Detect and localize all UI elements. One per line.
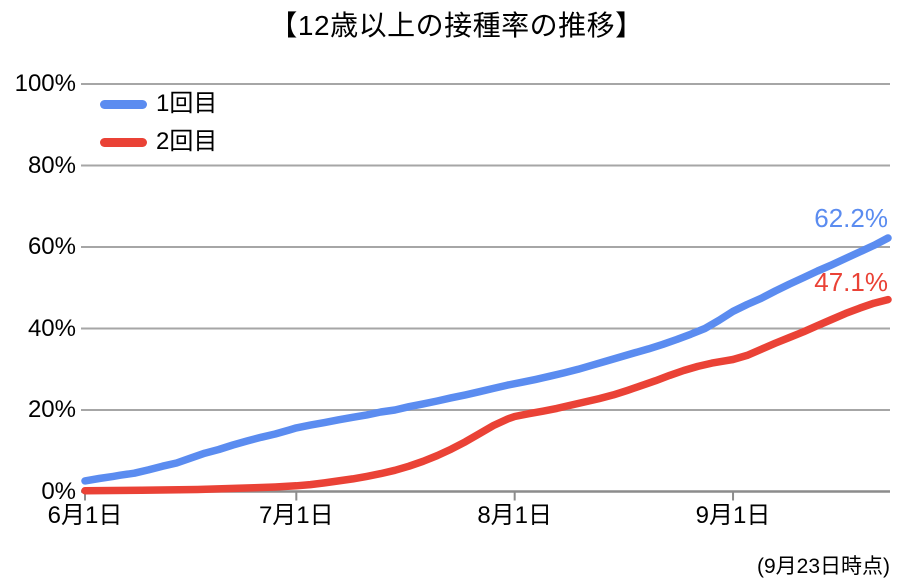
chart-title: 【12歳以上の接種率の推移】 (269, 10, 644, 41)
y-tick-label: 100% (14, 70, 76, 97)
end-label-first-dose: 62.2% (814, 203, 888, 233)
first-dose-line (81, 234, 892, 485)
y-tick-label: 0% (41, 477, 76, 505)
y-tick-label: 40% (27, 314, 76, 342)
second-dose-line-swatch (100, 137, 147, 147)
legend-label-first-dose: 1回目 (156, 90, 218, 117)
y-tick-label: 80% (27, 151, 76, 179)
as-of-date-note: (9月23日時点) (756, 555, 890, 578)
legend: 1回目 2回目 (100, 91, 217, 167)
x-tick-label: 6月1日 (47, 502, 123, 529)
legend-item-second-dose: 2回目 (100, 129, 217, 155)
x-tick-label: 9月1日 (695, 502, 771, 529)
x-tick-label: 7月1日 (258, 502, 334, 529)
first-dose-line-swatch (100, 99, 147, 109)
x-tick-label: 8月1日 (477, 502, 553, 529)
y-tick-label: 60% (27, 233, 76, 260)
legend-item-first-dose: 1回目 (100, 91, 217, 117)
second-dose-line (81, 295, 892, 495)
legend-label-second-dose: 2回目 (156, 128, 218, 155)
end-label-second-dose: 47.1% (814, 267, 888, 297)
y-tick-label: 20% (27, 396, 76, 423)
